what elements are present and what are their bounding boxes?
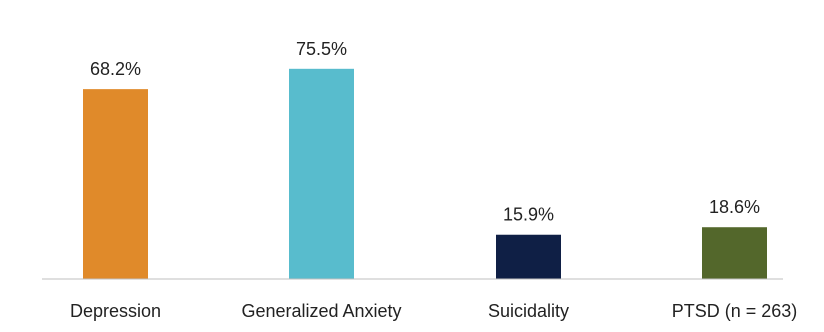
bar-suicidality [496, 234, 561, 279]
category-label: PTSD (n = 263) [672, 301, 798, 321]
value-label: 68.2% [90, 59, 141, 79]
value-label: 18.6% [709, 197, 760, 217]
bar-ptsd-n-263 [702, 227, 767, 279]
value-label: 75.5% [296, 39, 347, 59]
category-label: Generalized Anxiety [241, 301, 401, 321]
category-labels-layer: Depression Generalized Anxiety Suicidality… [70, 301, 797, 321]
bar-depression [83, 89, 148, 280]
category-label: Depression [70, 301, 161, 321]
bars-layer [83, 68, 767, 280]
category-label: Suicidality [488, 301, 569, 321]
value-label: 15.9% [503, 205, 554, 225]
bar-generalized-anxiety [289, 68, 354, 279]
value-labels-layer: 68.2% 75.5% 15.9% 18.6% [90, 39, 760, 225]
